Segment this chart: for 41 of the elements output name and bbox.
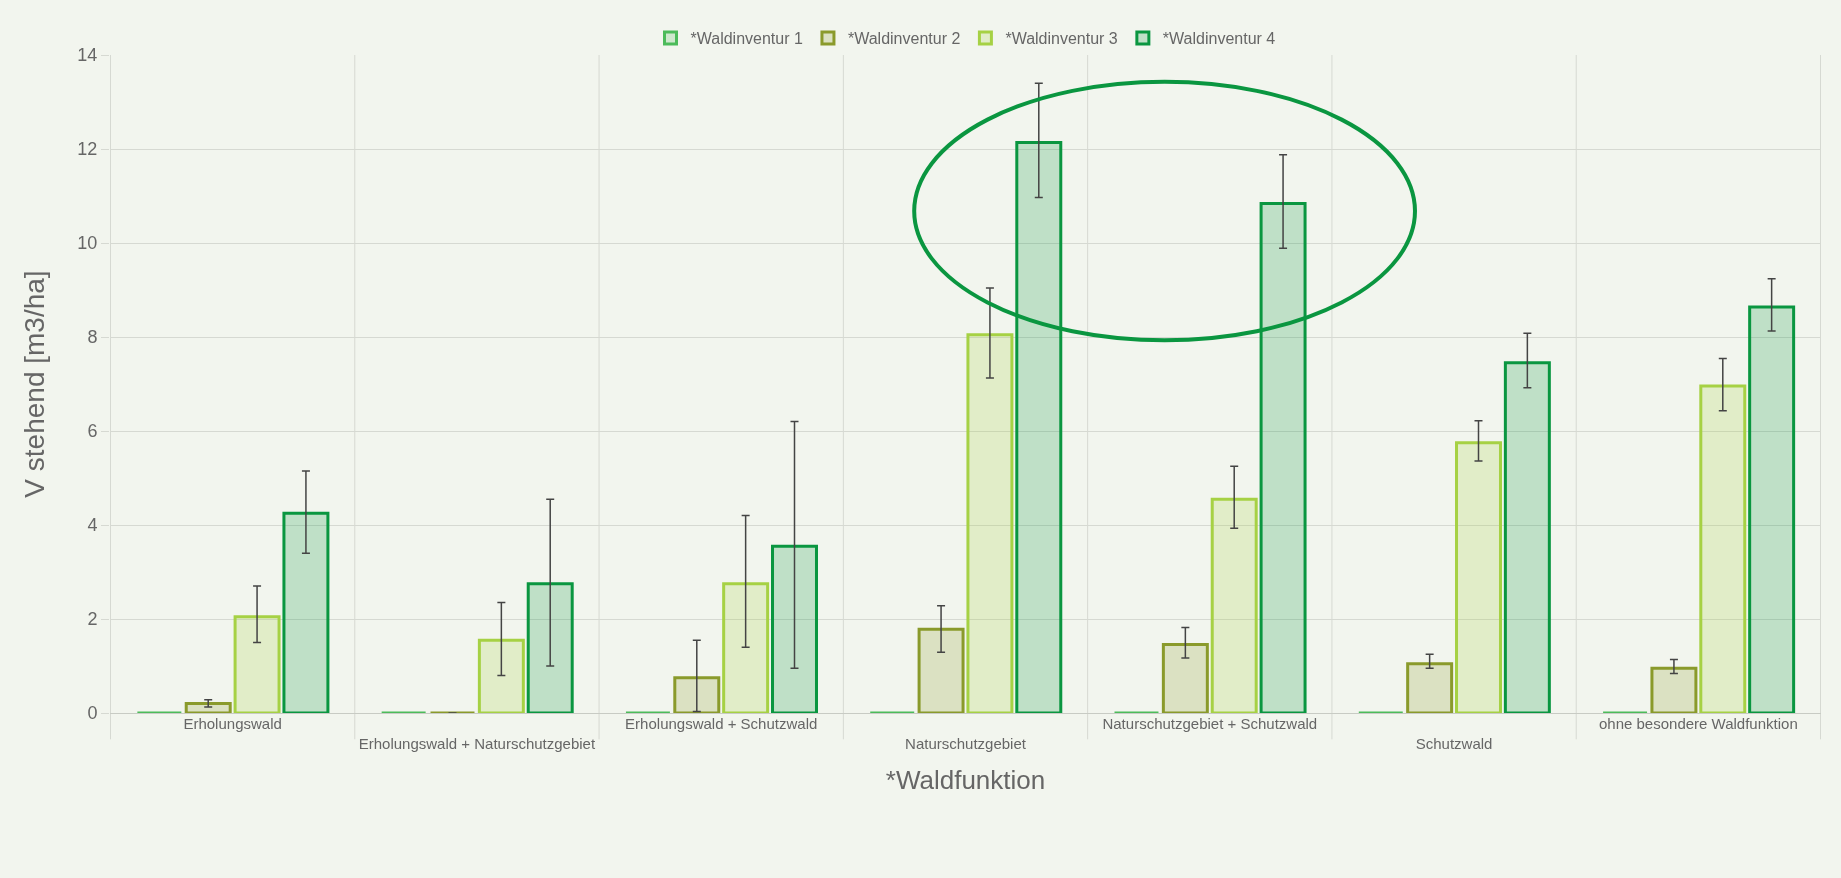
x-axis-title: *Waldfunktion xyxy=(885,765,1046,796)
bar xyxy=(1210,497,1258,713)
bar xyxy=(722,582,770,713)
legend-label: *Waldinventur 2 xyxy=(847,30,961,48)
bar xyxy=(526,582,574,713)
x-tick-label: Naturschutzgebiet + Schutzwald xyxy=(1102,715,1318,732)
bar xyxy=(1455,441,1502,713)
y-tick-label: 14 xyxy=(77,45,98,66)
bar xyxy=(1748,305,1796,713)
x-tick-label: Naturschutzgebiet xyxy=(905,734,1027,752)
x-tick-label: Erholungswald + Schutzwald xyxy=(625,715,818,732)
bar xyxy=(282,511,330,713)
legend-label: *Waldinventur 1 xyxy=(690,30,803,48)
x-tick-label: Schutzwald xyxy=(1415,734,1493,752)
bar xyxy=(1259,202,1307,713)
bar xyxy=(1503,361,1551,713)
bar xyxy=(1406,662,1454,713)
bar xyxy=(673,676,721,713)
bar xyxy=(1699,384,1747,713)
x-tick-label: Erholungswald + Naturschutzgebiet xyxy=(358,734,596,752)
legend-label: *Waldinventur 4 xyxy=(1162,30,1276,48)
y-tick-label: 10 xyxy=(77,233,98,254)
y-tick-label: 0 xyxy=(87,703,98,724)
y-tick-label: 8 xyxy=(87,327,98,348)
bar xyxy=(966,333,1014,713)
bar xyxy=(477,638,525,713)
y-tick-label: 2 xyxy=(87,609,98,630)
bar xyxy=(233,615,281,713)
y-tick-label: 4 xyxy=(87,515,98,536)
bar xyxy=(917,627,965,713)
y-tick-label: 6 xyxy=(87,421,98,442)
y-axis-title: V stehend [m3/ha] xyxy=(19,270,50,498)
x-tick-label: ohne besondere Waldfunktion xyxy=(1598,715,1798,732)
x-tick-label: Erholungswald xyxy=(183,715,282,732)
bar xyxy=(1161,642,1209,713)
y-tick-label: 12 xyxy=(77,139,98,160)
legend-label: *Waldinventur 3 xyxy=(1005,30,1118,48)
bar xyxy=(184,702,232,713)
bar xyxy=(1015,140,1063,713)
bar xyxy=(771,544,818,713)
bar xyxy=(1650,666,1698,713)
